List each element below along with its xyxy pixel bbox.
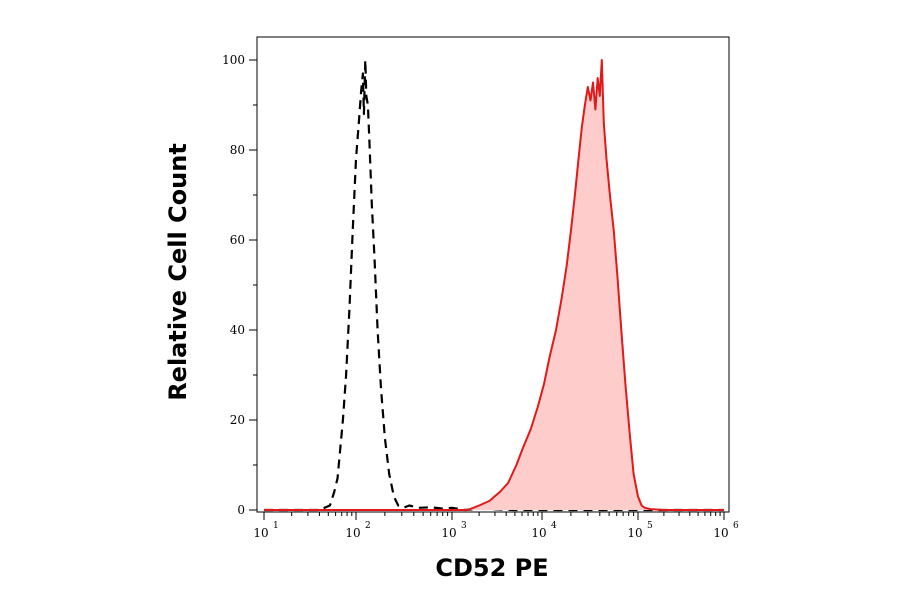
x-axis-ticks: 10 1 10 2 10 3 10 4 10 5 10 6 (253, 512, 739, 540)
x-tick-exponent: 2 (365, 521, 371, 531)
y-tick-label: 20 (230, 413, 245, 427)
x-tick-label: 10 (345, 526, 360, 540)
x-tick-exponent: 5 (647, 521, 653, 531)
y-axis-title: Relative Cell Count (164, 143, 192, 401)
x-tick-exponent: 6 (733, 521, 739, 531)
plot-frame (256, 36, 730, 513)
x-tick-exponent: 3 (461, 521, 467, 531)
x-tick-label: 10 (441, 526, 456, 540)
y-tick-label: 0 (237, 503, 245, 517)
y-tick-label: 60 (230, 233, 245, 247)
x-tick-label: 10 (627, 526, 642, 540)
x-tick-label: 10 (531, 526, 546, 540)
series-0-line (264, 58, 724, 512)
x-axis-title: CD52 PE (435, 554, 548, 582)
series-1-fill (264, 60, 724, 510)
series-1-line (264, 59, 724, 511)
x-tick-label: 10 (713, 526, 728, 540)
x-tick-label: 10 (253, 526, 268, 540)
x-tick-exponent: 1 (273, 521, 279, 531)
y-axis-ticks: 0 20 40 60 80 100 (222, 53, 257, 517)
series-layer (264, 58, 724, 512)
y-tick-label: 40 (230, 323, 245, 337)
y-tick-label: 100 (222, 53, 245, 67)
y-tick-label: 80 (230, 143, 245, 157)
x-tick-exponent: 4 (551, 521, 557, 531)
